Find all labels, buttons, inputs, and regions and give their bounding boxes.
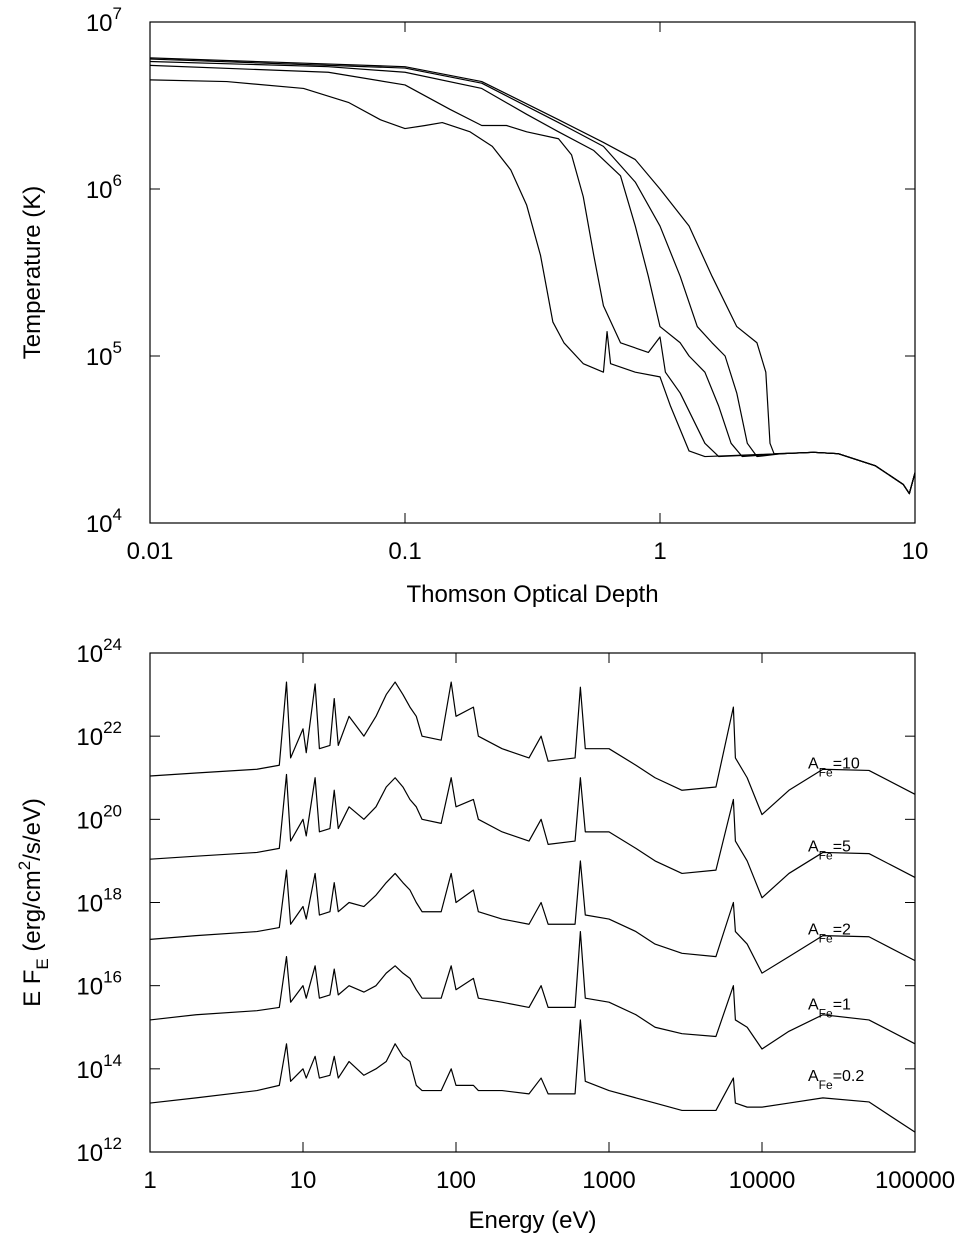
label-part: =5 [833,838,851,855]
series-line [149,64,916,495]
y-tick-label: 1024 [76,635,122,668]
y-tick-label: 105 [86,338,122,371]
tick-base: 10 [86,511,113,538]
y-tick-label: 104 [86,505,122,538]
label-part: Fe [819,932,833,946]
label-part: A [808,922,819,939]
tick-exponent: 24 [103,635,122,654]
label-part: Fe [819,1078,833,1092]
series-label: AFe=10 [808,755,860,779]
series-line [149,1019,916,1133]
label-part: (erg/cm [19,870,46,958]
x-tick-label: 1 [143,1167,156,1194]
tick-base: 10 [76,974,103,1001]
tick-exponent: 4 [113,505,122,524]
label-part: A [808,838,819,855]
x-tick-label: 100000 [875,1167,955,1194]
tick-base: 10 [76,807,103,834]
plot-frame [149,21,916,524]
label-part: 2 [15,861,34,870]
label-part: E F [19,970,46,1007]
tick-exponent: 12 [103,1134,122,1153]
x-axis-label: Thomson Optical Depth [406,581,658,608]
series-line [149,681,916,816]
tick-base: 10 [86,177,113,204]
tick-base: 10 [76,1140,103,1167]
label-part: =0.2 [833,1068,865,1085]
y-tick-label: 1014 [76,1051,122,1084]
x-axis-label: Energy (eV) [468,1207,596,1234]
label-part: E [33,958,52,969]
y-tick-label: 1018 [76,885,122,918]
x-tick-label: 10 [902,538,929,565]
x-tick-label: 10000 [729,1167,796,1194]
y-tick-label: 107 [86,4,122,37]
tick-exponent: 6 [113,171,122,190]
label-part: =2 [833,922,851,939]
label-part: Fe [819,848,833,862]
x-tick-label: 0.01 [127,538,174,565]
series-line [149,930,916,1050]
series-label: AFe=2 [808,922,851,946]
tick-base: 10 [86,344,113,371]
label-part: Fe [819,765,833,779]
y-tick-label: 1020 [76,801,122,834]
label-part: A [808,755,819,772]
series-line [149,57,916,495]
series-label: AFe=0.2 [808,1068,864,1092]
x-tick-label: 10 [290,1167,317,1194]
label-part: /s/eV) [19,798,46,861]
y-tick-label: 1022 [76,718,122,751]
tick-exponent: 5 [113,338,122,357]
y-tick-label: 1012 [76,1134,122,1167]
tick-base: 10 [76,641,103,668]
tick-base: 10 [76,1057,103,1084]
y-tick-label: 1016 [76,968,122,1001]
label-part: A [808,996,819,1013]
series-line [149,58,916,495]
x-tick-label: 1000 [582,1167,635,1194]
label-part: =10 [833,755,860,772]
series-label: AFe=5 [808,838,851,862]
tick-base: 10 [76,724,103,751]
y-axis-label: E FE (erg/cm2/s/eV) [15,798,52,1007]
y-axis-label: Temperature (K) [19,186,46,359]
x-tick-label: 0.1 [388,538,421,565]
series-line [149,60,916,495]
x-tick-label: 100 [436,1167,476,1194]
tick-exponent: 20 [103,801,122,820]
label-part: A [808,1068,819,1085]
tick-exponent: 14 [103,1051,122,1070]
x-tick-label: 1 [653,538,666,565]
plot-frame [149,652,916,1153]
tick-base: 10 [76,891,103,918]
series-line [149,860,916,974]
tick-exponent: 22 [103,718,122,737]
label-part: =1 [833,996,851,1013]
series-line [149,79,916,495]
y-tick-label: 106 [86,171,122,204]
label-part: Fe [819,1006,833,1020]
tick-base: 10 [86,10,113,37]
tick-exponent: 18 [103,885,122,904]
series-label: AFe=1 [808,996,851,1020]
tick-exponent: 7 [113,4,122,23]
tick-exponent: 16 [103,968,122,987]
series-line [149,773,916,899]
